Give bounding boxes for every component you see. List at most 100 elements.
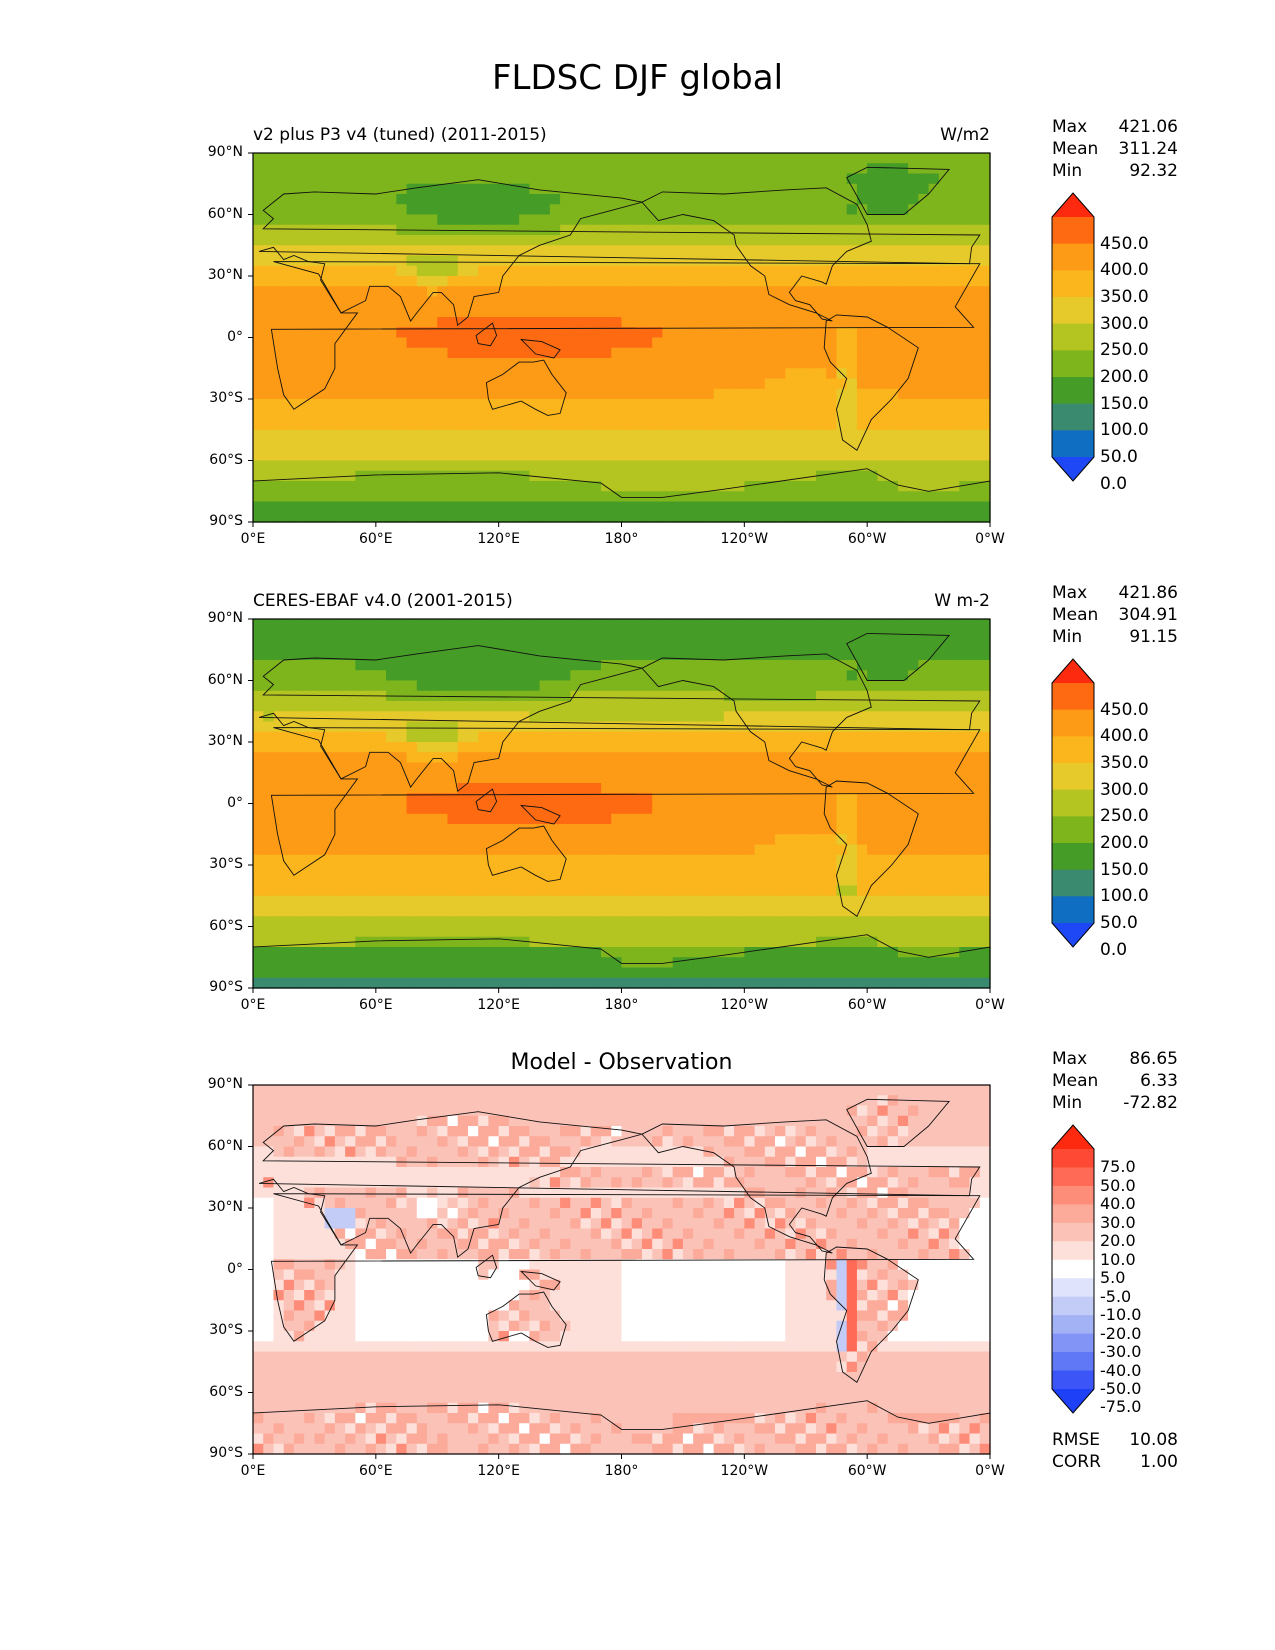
map-cell	[314, 762, 326, 774]
map-cell	[375, 378, 387, 390]
map-cell	[856, 286, 868, 298]
map-cell	[529, 255, 541, 267]
map-cell	[519, 481, 530, 492]
map-cell	[437, 245, 449, 257]
map-cell	[672, 296, 684, 308]
map-cell	[293, 865, 305, 876]
map-cell	[979, 711, 991, 723]
map-cell	[969, 378, 981, 390]
map-cell	[314, 629, 326, 641]
map-cell	[580, 409, 592, 421]
map-cell	[682, 245, 694, 257]
map-cell	[355, 214, 367, 226]
map-cell	[897, 793, 909, 805]
map-cell	[662, 916, 674, 928]
map-cell	[375, 163, 387, 175]
map-cell	[723, 235, 735, 246]
map-cell	[979, 450, 991, 462]
map-cell	[529, 317, 541, 328]
map-cell	[416, 306, 428, 318]
map-cell	[427, 813, 438, 825]
map-cell	[815, 296, 827, 308]
map-cell	[979, 327, 991, 339]
map-cell	[508, 173, 520, 185]
map-cell	[467, 865, 479, 876]
map-cell	[601, 163, 612, 175]
map-cell	[938, 936, 950, 948]
map-cell	[969, 265, 981, 277]
map-cell	[508, 245, 520, 257]
map-cell	[672, 619, 684, 630]
map-cell	[590, 194, 602, 205]
colorbar-segment	[1052, 243, 1094, 271]
map-cell	[273, 245, 285, 257]
map-cell	[345, 306, 356, 318]
map-cell	[764, 731, 776, 743]
map-cell	[416, 173, 428, 185]
map-cell	[949, 875, 960, 887]
map-cell	[590, 947, 602, 958]
map-cell	[314, 793, 326, 805]
map-cell	[314, 183, 326, 195]
map-cell	[672, 947, 684, 958]
map-cell	[928, 501, 940, 513]
map-cell	[437, 409, 449, 421]
map-cell	[836, 731, 848, 743]
map-cell	[805, 639, 817, 651]
map-cell	[611, 429, 623, 441]
map-cell	[375, 296, 387, 308]
map-cell	[877, 399, 889, 410]
map-cell	[744, 378, 756, 390]
map-cell	[621, 511, 633, 523]
map-cell	[621, 906, 633, 917]
map-cell	[263, 347, 275, 359]
map-cell	[867, 481, 879, 492]
map-cell	[775, 224, 786, 236]
map-cell	[754, 491, 766, 503]
map-cell	[785, 409, 797, 421]
map-cell	[897, 511, 909, 523]
map-cell	[580, 163, 592, 175]
map-cell	[416, 358, 428, 369]
map-cell	[785, 388, 797, 400]
map-cell	[508, 916, 520, 928]
map-cell	[590, 865, 602, 876]
map-cell	[928, 317, 940, 328]
map-cell	[754, 701, 766, 712]
map-cell	[324, 721, 336, 733]
map-cell	[775, 306, 786, 318]
map-cell	[334, 834, 346, 846]
map-cell	[314, 276, 326, 287]
map-cell	[662, 680, 674, 692]
map-cell	[723, 501, 735, 513]
map-cell	[877, 660, 889, 671]
map-cell	[775, 317, 786, 328]
map-cell	[723, 224, 735, 236]
map-cell	[345, 358, 356, 369]
map-cell	[467, 670, 479, 682]
map-cell	[345, 752, 356, 764]
map-cell	[785, 854, 797, 866]
map-cell	[928, 460, 940, 472]
map-cell	[672, 711, 684, 723]
map-cell	[621, 803, 633, 815]
map-cell	[723, 762, 735, 774]
map-cell	[253, 721, 264, 733]
map-cell	[754, 204, 766, 216]
map-cell	[652, 347, 664, 359]
map-cell	[805, 660, 817, 671]
map-cell	[621, 501, 633, 513]
map-cell	[641, 491, 653, 503]
map-cell	[345, 895, 356, 907]
map-cell	[723, 916, 735, 928]
map-cell	[631, 895, 643, 907]
map-cell	[805, 306, 817, 318]
map-cell	[570, 194, 582, 205]
map-cell	[693, 875, 704, 887]
map-cell	[498, 947, 510, 958]
map-cell	[590, 296, 602, 308]
map-cell	[928, 762, 940, 774]
map-cell	[508, 895, 520, 907]
map-cell	[631, 347, 643, 359]
map-cell	[457, 639, 469, 651]
